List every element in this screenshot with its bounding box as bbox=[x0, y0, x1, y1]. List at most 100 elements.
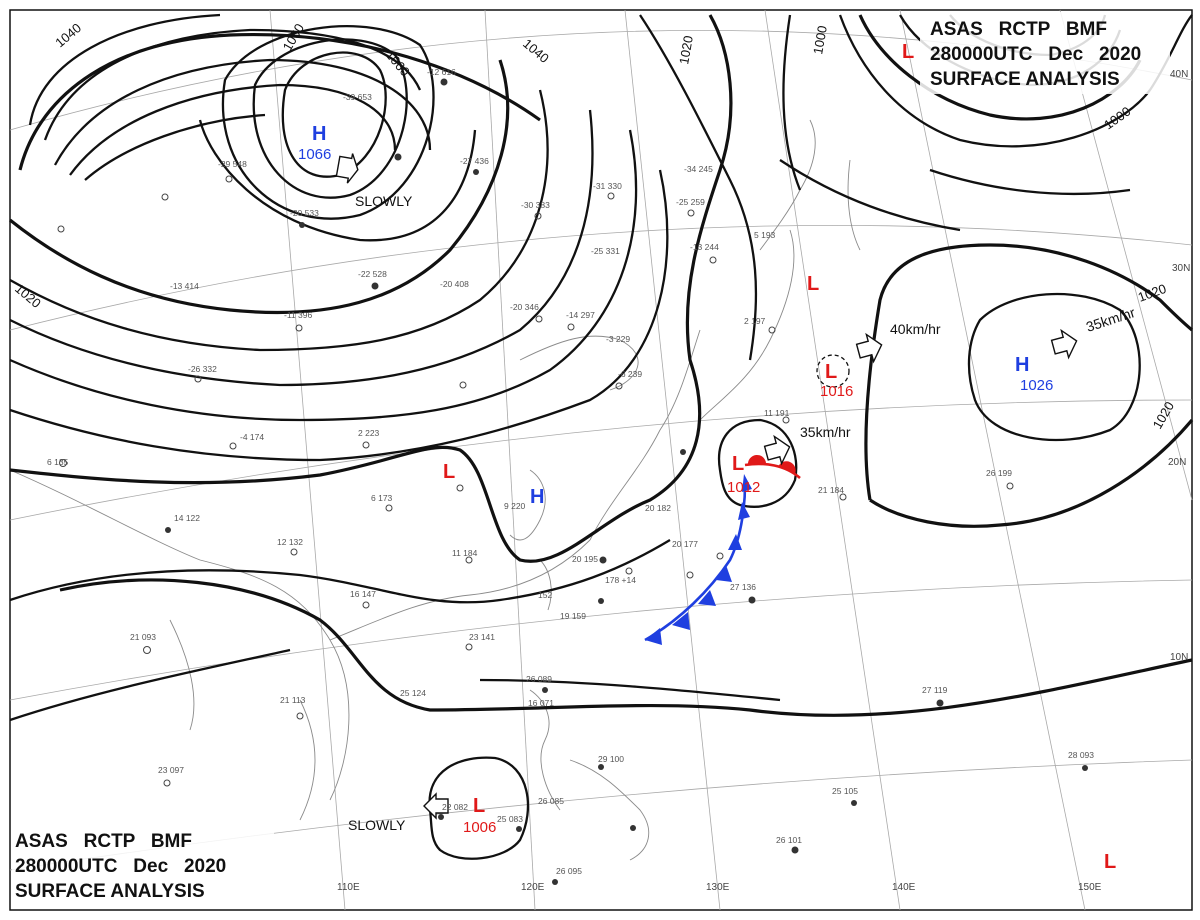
isobar-label: 1060 bbox=[383, 47, 413, 79]
station-reading: -13 414 bbox=[170, 281, 199, 291]
lat-label: 20N bbox=[1168, 457, 1186, 468]
station-reading: -11 396 bbox=[284, 310, 312, 320]
station-reading: 26 101 bbox=[776, 835, 802, 845]
high-pressure-value: 1026 bbox=[1020, 377, 1053, 394]
station-reading: -13 244 bbox=[690, 242, 719, 252]
motion-label: SLOWLY bbox=[355, 193, 413, 209]
station-reading: 26 085 bbox=[538, 796, 564, 806]
isobars bbox=[9, 13, 1194, 860]
station-reading: -3 229 bbox=[606, 334, 630, 344]
header-top-right: ASAS RCTP BMF 280000UTC Dec 2020 SURFACE… bbox=[920, 12, 1170, 94]
station-reading: 25 105 bbox=[832, 786, 858, 796]
cold-front bbox=[644, 474, 752, 645]
station-reading: 11 191 bbox=[764, 408, 790, 418]
lat-label: 10N bbox=[1170, 652, 1188, 663]
station-reading: 22 082 bbox=[442, 802, 468, 812]
station-reading: 152 bbox=[538, 590, 552, 600]
station-reading: 19 159 bbox=[560, 611, 586, 621]
station-reading: 21 113 bbox=[280, 695, 306, 705]
motion-arrow-icon bbox=[335, 153, 359, 184]
warm-front bbox=[744, 454, 801, 479]
station-reading: -26 332 bbox=[188, 364, 217, 374]
station-reading: -4 174 bbox=[240, 432, 264, 442]
station-reading: -20 408 bbox=[440, 279, 469, 289]
station-reading: 6 173 bbox=[371, 493, 393, 503]
lon-label: 150E bbox=[1078, 882, 1102, 893]
station-reading: 6 135 bbox=[47, 457, 69, 467]
isobar-label: 1000 bbox=[810, 24, 830, 55]
motion-arrow-icon bbox=[763, 434, 791, 466]
header-line: SURFACE ANALYSIS bbox=[15, 881, 205, 902]
motion-label: 40km/hr bbox=[890, 321, 941, 337]
header-line: SURFACE ANALYSIS bbox=[930, 69, 1120, 90]
station-reading: 16 147 bbox=[350, 589, 376, 599]
header-line: 280000UTC Dec 2020 bbox=[15, 856, 226, 877]
high-pressure-center: H bbox=[312, 123, 326, 145]
station-reading: -34 245 bbox=[684, 164, 713, 174]
station-reading: -31 330 bbox=[593, 181, 622, 191]
station-reading: 26 199 bbox=[986, 468, 1012, 478]
header-line: 280000UTC Dec 2020 bbox=[930, 44, 1141, 65]
high-pressure-value: 1066 bbox=[298, 146, 331, 163]
station-reading: -27 436 bbox=[460, 156, 489, 166]
isobar-label: 1000 bbox=[1101, 104, 1133, 133]
station-reading: 25 124 bbox=[400, 688, 426, 698]
station-reading: 20 195 bbox=[572, 554, 598, 564]
longitude-lines bbox=[269, 9, 1193, 911]
lon-label: 110E bbox=[337, 882, 360, 893]
low-pressure-center: L bbox=[732, 453, 744, 475]
station-reading: -6 239 bbox=[618, 369, 642, 379]
station-reading: 9 220 bbox=[504, 501, 526, 511]
low-pressure-center: L bbox=[902, 41, 914, 63]
station-reading: 20 177 bbox=[672, 539, 698, 549]
station-reading: 178 +14 bbox=[605, 575, 636, 585]
motion-arrow-icon bbox=[855, 332, 883, 364]
high-pressure-center: H bbox=[1015, 354, 1029, 376]
header-bottom-left: ASAS RCTP BMF 280000UTC Dec 2020 SURFACE… bbox=[12, 825, 274, 909]
station-reading: 23 097 bbox=[158, 765, 184, 775]
station-reading: -25 331 bbox=[591, 246, 620, 256]
station-reading: 25 083 bbox=[497, 814, 523, 824]
isobar-label: 1040 bbox=[52, 20, 84, 50]
station-reading: 27 136 bbox=[730, 582, 756, 592]
longitude-labels: 110E 120E 130E 140E 150E bbox=[337, 882, 1102, 893]
station-reading: 26 095 bbox=[556, 866, 582, 876]
low-pressure-value: 1016 bbox=[820, 383, 853, 400]
station-reading: 26 089 bbox=[526, 674, 552, 684]
station-reading: -39 653 bbox=[343, 92, 372, 102]
motion-arrow-icon bbox=[1050, 328, 1078, 360]
low-pressure-center: L bbox=[1104, 851, 1116, 873]
station-reading: -12 616 bbox=[427, 67, 456, 77]
low-pressure-value: 1012 bbox=[727, 479, 760, 496]
motion-label: 35km/hr bbox=[1084, 304, 1137, 335]
station-reading: -25 259 bbox=[676, 197, 705, 207]
lat-label: 40N bbox=[1170, 69, 1188, 80]
station-reading: 2 197 bbox=[744, 316, 766, 326]
station-reading: -30 383 bbox=[521, 200, 550, 210]
station-reading: 21 184 bbox=[818, 485, 844, 495]
motion-arrow-icon bbox=[423, 792, 449, 820]
isobar-label: 1020 bbox=[1150, 399, 1177, 432]
coastlines bbox=[9, 119, 861, 861]
station-reading: -22 528 bbox=[358, 269, 387, 279]
header-line: ASAS RCTP BMF bbox=[15, 831, 192, 852]
chart-frame bbox=[9, 9, 1193, 911]
station-reading: -14 297 bbox=[566, 310, 595, 320]
header-line: ASAS RCTP BMF bbox=[930, 19, 1107, 40]
latitude-labels: 40N 30N 20N 10N bbox=[1168, 69, 1190, 663]
low-pressure-center: L bbox=[473, 795, 485, 817]
station-reading: 23 141 bbox=[469, 632, 495, 642]
high-pressure-center: H bbox=[530, 486, 544, 508]
pressure-systems: H 1066 H L L 1012 L 1016 L H 1026 L 1006… bbox=[298, 41, 1116, 873]
lon-label: 120E bbox=[521, 882, 545, 893]
station-observations: -39 653 -29 548 -20 533 -22 528 -11 396 … bbox=[47, 67, 1094, 885]
isobar-label: 1020 bbox=[12, 281, 44, 311]
station-reading: 14 122 bbox=[174, 513, 200, 523]
low-pressure-center: L bbox=[807, 273, 819, 295]
lon-label: 130E bbox=[706, 882, 730, 893]
motion-label: 35km/hr bbox=[800, 424, 851, 440]
lon-label: 140E bbox=[892, 882, 916, 893]
station-reading: 29 100 bbox=[598, 754, 624, 764]
station-reading: 21 093 bbox=[130, 632, 156, 642]
